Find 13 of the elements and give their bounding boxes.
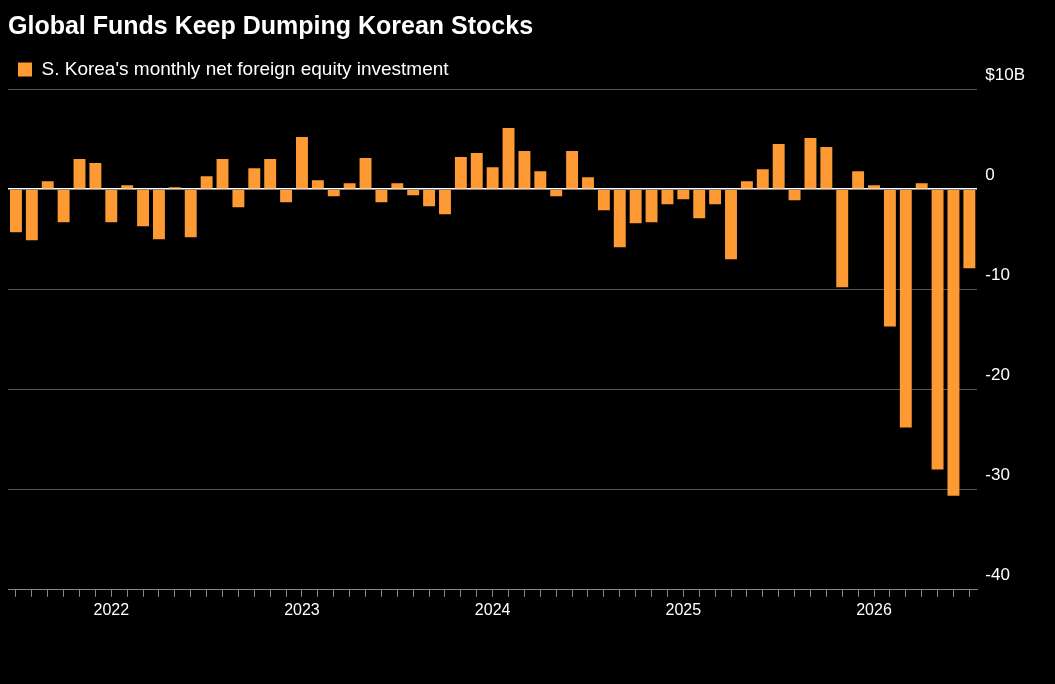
chart-title: Global Funds Keep Dumping Korean Stocks	[8, 10, 534, 39]
y-tick-label: 0	[985, 164, 995, 184]
x-tick-label: 2026	[856, 600, 892, 618]
y-tick-label: -10	[985, 265, 1010, 285]
legend-label: S. Korea's monthly net foreign equity investment	[41, 57, 450, 79]
x-tick-label: 2023	[284, 600, 320, 618]
y-tick-label: -20	[985, 365, 1010, 385]
y-tick-label: $10B	[985, 64, 1025, 84]
y-tick-label: -40	[985, 565, 1010, 585]
x-tick-label: 2022	[93, 600, 130, 618]
y-tick-label: -30	[985, 465, 1010, 485]
x-tick-label: 2025	[665, 600, 702, 618]
x-tick-label: 2024	[474, 600, 511, 618]
